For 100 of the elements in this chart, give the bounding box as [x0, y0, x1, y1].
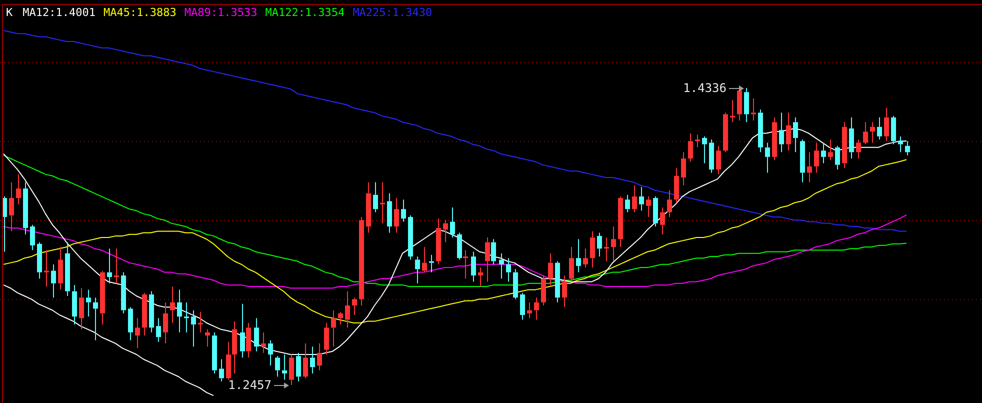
candlestick	[597, 232, 602, 257]
candlestick	[667, 190, 672, 218]
candlestick	[422, 246, 427, 273]
candlestick	[170, 286, 175, 324]
annotation: 1.4336	[683, 80, 726, 96]
candlestick	[324, 322, 329, 355]
text: MA89:1.3533	[184, 6, 258, 19]
candlestick	[226, 341, 231, 380]
candlestick	[205, 328, 210, 348]
candlestick	[345, 290, 350, 328]
text: MA45:1.3883	[103, 6, 176, 19]
candlestick	[121, 272, 126, 314]
candlestick	[401, 199, 406, 222]
candlestick	[821, 142, 826, 164]
candlestick	[9, 182, 14, 232]
candlestick	[415, 256, 420, 284]
candlestick	[849, 116, 854, 159]
candlestick	[835, 145, 840, 170]
candlestick	[296, 352, 301, 382]
candlestick	[772, 116, 777, 161]
candlestick	[793, 116, 798, 153]
candlestick	[331, 310, 336, 348]
candlestick	[807, 152, 812, 183]
candlestick	[86, 289, 91, 318]
candlestick	[100, 270, 105, 325]
candlestick	[884, 107, 889, 142]
candlestick	[716, 145, 721, 175]
text: MA122:1.3354	[265, 6, 345, 19]
candlestick	[51, 264, 56, 298]
candlestick	[338, 311, 343, 325]
candlestick	[576, 238, 581, 273]
candlestick	[555, 260, 560, 303]
candlestick	[786, 112, 791, 152]
candlestick	[709, 139, 714, 174]
candlestick	[58, 246, 63, 290]
candlestick	[639, 186, 644, 212]
candlestick	[688, 132, 693, 162]
candlestick	[653, 196, 658, 227]
candlestick	[135, 318, 140, 349]
text: K	[6, 6, 13, 19]
candlestick	[317, 342, 322, 371]
candlestick	[828, 139, 833, 161]
candlestick	[373, 182, 378, 213]
candlestick	[800, 139, 805, 183]
candlestick	[478, 267, 483, 288]
candlestick	[604, 237, 609, 262]
candlestick	[681, 152, 686, 186]
candlestick	[191, 310, 196, 348]
candlestick	[163, 302, 168, 344]
text: MA225:1.3430	[352, 6, 432, 19]
candlestick	[569, 246, 574, 282]
candlestick	[870, 122, 875, 144]
candlestick	[695, 134, 700, 148]
candlestick	[463, 250, 468, 280]
candlestick	[219, 358, 224, 382]
candlestick	[702, 136, 707, 164]
candlestick	[485, 237, 490, 282]
candlestick	[79, 288, 84, 330]
candlestick	[16, 174, 21, 205]
candlestick	[198, 311, 203, 333]
candlestick	[877, 116, 882, 140]
candlestick	[310, 346, 315, 374]
candlestick	[282, 354, 287, 380]
candlestick	[905, 140, 910, 156]
candlestick	[527, 302, 532, 319]
candlestick	[499, 252, 504, 280]
candlestick	[156, 318, 161, 342]
candlestick	[765, 142, 770, 174]
candlestick	[44, 250, 49, 288]
candlestick	[408, 214, 413, 260]
candlestick	[548, 252, 553, 286]
candlestick	[268, 340, 273, 366]
candlestick	[856, 139, 861, 159]
candlestick	[289, 354, 294, 386]
candlestick	[562, 274, 567, 308]
candlestick	[583, 248, 588, 268]
candlestick	[128, 306, 133, 341]
candlestick	[177, 289, 182, 333]
candlestick	[212, 332, 217, 374]
candlestick	[491, 238, 496, 265]
candlestick	[107, 248, 112, 284]
candlestick	[513, 268, 518, 300]
candlestick	[660, 206, 665, 235]
candlestick	[93, 297, 98, 341]
candlestick	[254, 318, 259, 352]
candlestick	[23, 182, 28, 235]
candlestick	[625, 194, 630, 213]
candlestick	[443, 220, 448, 243]
candlestick	[261, 332, 266, 354]
candlestick	[814, 142, 819, 174]
candlestick	[723, 112, 728, 153]
candlestick	[863, 122, 868, 145]
candlestick	[240, 303, 245, 358]
candlestick	[751, 98, 756, 122]
candlestick	[366, 182, 371, 234]
candlestick	[232, 320, 237, 374]
candlestick	[387, 192, 392, 234]
candlestick	[898, 136, 903, 153]
candlestick	[534, 297, 539, 320]
candlestick	[611, 226, 616, 262]
